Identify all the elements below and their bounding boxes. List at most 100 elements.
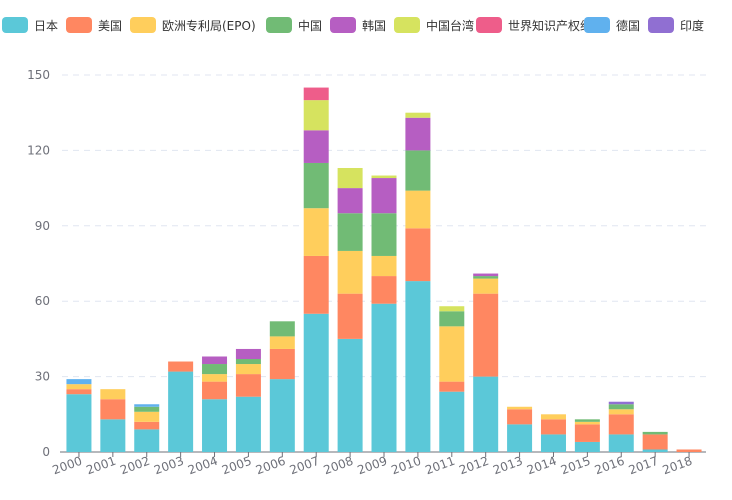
x-tick-label: 2018 [661,454,694,478]
bar-segment [168,361,194,372]
bar-segment [642,449,668,452]
bar-segment [405,281,431,452]
bar-segment [507,409,533,425]
bar-segment [337,293,363,339]
y-tick-label: 150 [27,68,50,82]
x-tick-label: 2012 [457,454,490,478]
legend-label: 日本 [34,18,59,33]
legend-label: 韩国 [362,18,387,33]
bar-segment [540,434,566,452]
x-tick-label: 2017 [627,454,660,478]
legend-label: 美国 [98,18,123,33]
x-tick-label: 2014 [525,454,558,478]
bar-segment [303,313,329,452]
legend-label: 印度 [680,18,705,33]
bar-segment [608,434,634,452]
bar-segment [100,389,126,400]
legend-swatch [66,17,92,33]
bar-segment [235,374,261,397]
legend-label: 德国 [616,18,641,33]
bar-segment [439,326,465,382]
bar-segment [202,399,228,452]
x-tick-label: 2015 [559,454,592,478]
bar-segment [371,213,397,256]
legend-swatch [394,17,420,33]
bar-segment [337,188,363,214]
legend-item[interactable]: 德国 [584,14,640,36]
x-tick-label: 2009 [356,454,389,478]
legend-item[interactable]: 印度 [648,14,704,36]
legend-item[interactable]: 美国 [66,14,122,36]
legend-item[interactable]: 日本 [2,14,58,36]
bar-segment [168,371,194,452]
legend-swatch [2,17,28,33]
legend-item[interactable]: 中国台湾 [394,14,474,36]
bar-segment [473,273,499,277]
bar-segment [676,449,702,452]
y-tick-label: 0 [42,445,50,459]
bar-segment [439,306,465,312]
bar-segment [405,228,431,282]
bar-segment [473,276,499,279]
x-tick-label: 2004 [186,454,219,478]
bar-segment [405,150,431,191]
bar-segment [473,278,499,294]
bar-segment [439,391,465,452]
y-tick-label: 60 [35,294,50,308]
bar-segment [66,389,92,395]
bar-segment [405,190,431,229]
bar-segment [574,421,600,425]
y-tick-label: 90 [35,219,50,233]
legend-swatch [584,17,610,33]
bar-segment [100,399,126,420]
legend-swatch [476,17,502,33]
bar-segment [608,404,634,410]
x-tick-label: 2010 [389,454,422,478]
y-tick-label: 120 [27,143,50,157]
bar-segment [202,364,228,375]
bar-segment [303,100,329,131]
bar-segment [608,409,634,415]
bar-segment [235,359,261,365]
x-tick-label: 2001 [84,454,117,478]
bar-segment [540,414,566,420]
bar-segment [269,336,295,349]
bar-segment [66,394,92,452]
bar-segment [202,381,228,400]
bar-segment [303,87,329,101]
bar-segment [235,364,261,375]
x-tick-label: 2016 [593,454,626,478]
bar-segment [337,250,363,294]
legend-item[interactable]: 世界知识产权组织 [476,14,604,36]
bar-segment [66,379,92,385]
bar-segment [100,419,126,452]
legend-swatch [330,17,356,33]
bar-segment [303,130,329,163]
x-tick-label: 2008 [322,454,355,478]
legend-swatch [266,17,292,33]
bar-segment [574,424,600,442]
bar-segment [66,384,92,390]
bar-segment [134,411,160,422]
bar-segment [134,429,160,452]
legend-item[interactable]: 韩国 [330,14,386,36]
bar-segment [269,348,295,380]
x-tick-label: 2002 [118,454,151,478]
legend-item[interactable]: 中国 [266,14,322,36]
bar-segment [371,303,397,452]
x-tick-label: 2006 [254,454,287,478]
legend-swatch [130,17,156,33]
x-tick-label: 2000 [50,454,83,478]
legend-label: 中国台湾 [426,18,475,33]
bar-segment [134,421,160,430]
bar-segment [235,396,261,452]
bar-segment [202,356,228,365]
legend-item[interactable]: 欧洲专利局(EPO) [130,14,256,36]
bar-segment [473,376,499,452]
bar-segment [134,406,160,412]
x-tick-label: 2013 [491,454,524,478]
x-tick-label: 2011 [423,454,456,478]
bar-segment [269,379,295,452]
